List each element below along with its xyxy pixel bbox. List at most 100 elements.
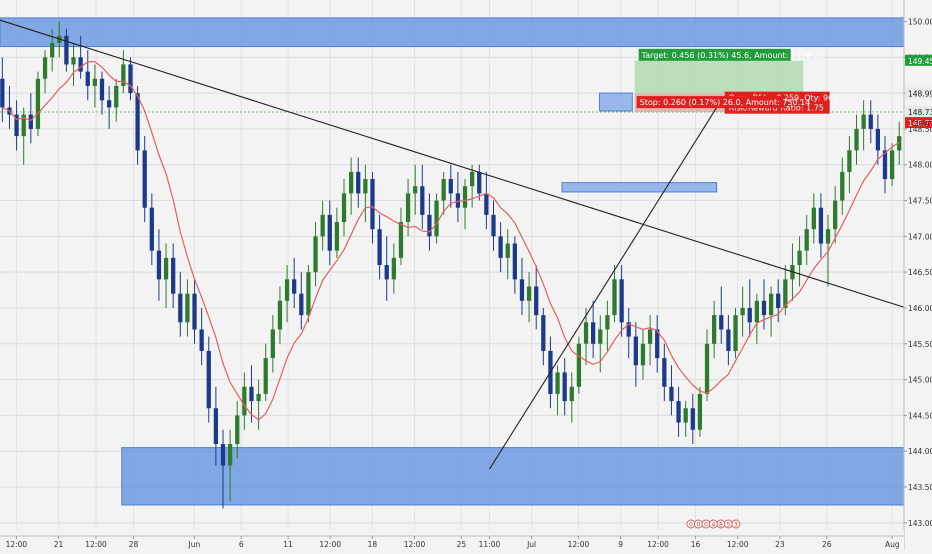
- candle-body: [348, 171, 354, 194]
- candle: [676, 386, 681, 437]
- candle: [420, 164, 425, 230]
- candle-body: [398, 222, 404, 258]
- event-icon-label: 0: [689, 522, 693, 529]
- price-tick-label: 150.000: [908, 17, 932, 26]
- candle: [847, 136, 852, 194]
- candle: [142, 136, 147, 223]
- candle: [121, 50, 126, 94]
- candle: [897, 121, 902, 165]
- position-labels: Target: 0.456 (0.31%) 45.6, Amount: 1438…: [636, 48, 838, 114]
- candle: [256, 379, 261, 430]
- candle-body: [647, 329, 653, 344]
- candle: [292, 257, 297, 308]
- candle: [854, 114, 859, 165]
- candle: [206, 336, 211, 423]
- candle: [882, 136, 888, 194]
- price-tag-label: 149.451: [908, 57, 932, 66]
- candle-body: [640, 343, 646, 366]
- candle-body: [263, 358, 268, 394]
- candle: [320, 200, 325, 251]
- candle: [712, 300, 717, 359]
- candle-body: [505, 243, 510, 258]
- candle-body: [156, 250, 162, 280]
- candle-body: [185, 293, 190, 323]
- candle: [470, 164, 475, 208]
- time-tick-label: 11: [283, 540, 293, 549]
- candle-body: [889, 150, 895, 180]
- candle-body: [847, 150, 852, 172]
- candle: [754, 293, 759, 344]
- candle-body: [776, 293, 781, 308]
- candle: [128, 57, 133, 101]
- candle: [833, 186, 838, 244]
- candle: [591, 300, 596, 359]
- candle-body: [491, 214, 496, 237]
- candle-body: [28, 114, 33, 129]
- candle-body: [242, 386, 247, 416]
- candle-body: [128, 64, 133, 94]
- time-axis-bg: [0, 530, 904, 550]
- candle: [270, 315, 275, 373]
- candle-body: [833, 200, 838, 230]
- candle-body: [405, 193, 411, 223]
- candle: [733, 307, 738, 359]
- candle-body: [676, 401, 681, 423]
- candle-body: [227, 444, 233, 466]
- candle: [840, 157, 845, 215]
- candle-body: [761, 300, 767, 316]
- candle-body: [356, 171, 361, 194]
- candle: [505, 229, 510, 280]
- candle-body: [199, 329, 204, 351]
- candle-body: [35, 78, 41, 129]
- candle: [192, 279, 197, 344]
- candle: [726, 315, 731, 366]
- candle: [534, 265, 539, 330]
- candle: [92, 64, 98, 108]
- candle-body: [562, 372, 567, 402]
- candle-body: [50, 42, 55, 58]
- time-tick-label: Jul: [526, 540, 536, 549]
- candle: [690, 393, 695, 445]
- candle: [477, 164, 482, 201]
- candle: [768, 286, 774, 337]
- candle-body: [270, 329, 275, 359]
- price-tick-label: 147.000: [908, 232, 932, 241]
- candle: [85, 50, 90, 101]
- candle: [348, 157, 354, 215]
- candle: [370, 171, 375, 244]
- candle: [99, 71, 105, 115]
- time-axis: 12:00 21 12:00 28 Jun 6 11 12:00 18 12:00 25 11:00 J…: [0, 530, 904, 550]
- price-tick-label: 146.500: [908, 268, 932, 277]
- price-tick-label: 148.500: [908, 125, 932, 134]
- candle-body: [477, 171, 482, 194]
- time-tick-label: 26: [822, 540, 832, 549]
- candle: [861, 100, 866, 151]
- candle-body: [249, 386, 254, 402]
- candle: [434, 193, 439, 244]
- candle-body: [462, 186, 468, 208]
- countdown-label: 28:47: [914, 120, 932, 128]
- candle: [662, 343, 667, 402]
- price-axis: 143.000 143.500 144.000 144.500 145.000 145.5…: [903, 0, 932, 550]
- candle: [719, 286, 724, 344]
- candle-body: [704, 343, 710, 394]
- candle: [612, 265, 617, 323]
- candle: [220, 429, 226, 509]
- candle-body: [85, 71, 90, 86]
- candle-body: [106, 100, 112, 108]
- candle-body: [882, 150, 888, 180]
- candle-body: [897, 136, 902, 151]
- price-tag: [905, 106, 932, 118]
- candle-body: [178, 293, 183, 323]
- candle: [341, 179, 347, 237]
- candle-body: [163, 257, 169, 280]
- candle-body: [206, 350, 211, 409]
- candle-body: [292, 279, 297, 294]
- candle: [64, 28, 69, 72]
- candle: [811, 193, 816, 244]
- stop-label: Stop: 0.260 (0.17%) 26.0, Amount: 750.14: [640, 98, 811, 107]
- candle-body: [42, 57, 48, 79]
- candle-body: [591, 322, 596, 344]
